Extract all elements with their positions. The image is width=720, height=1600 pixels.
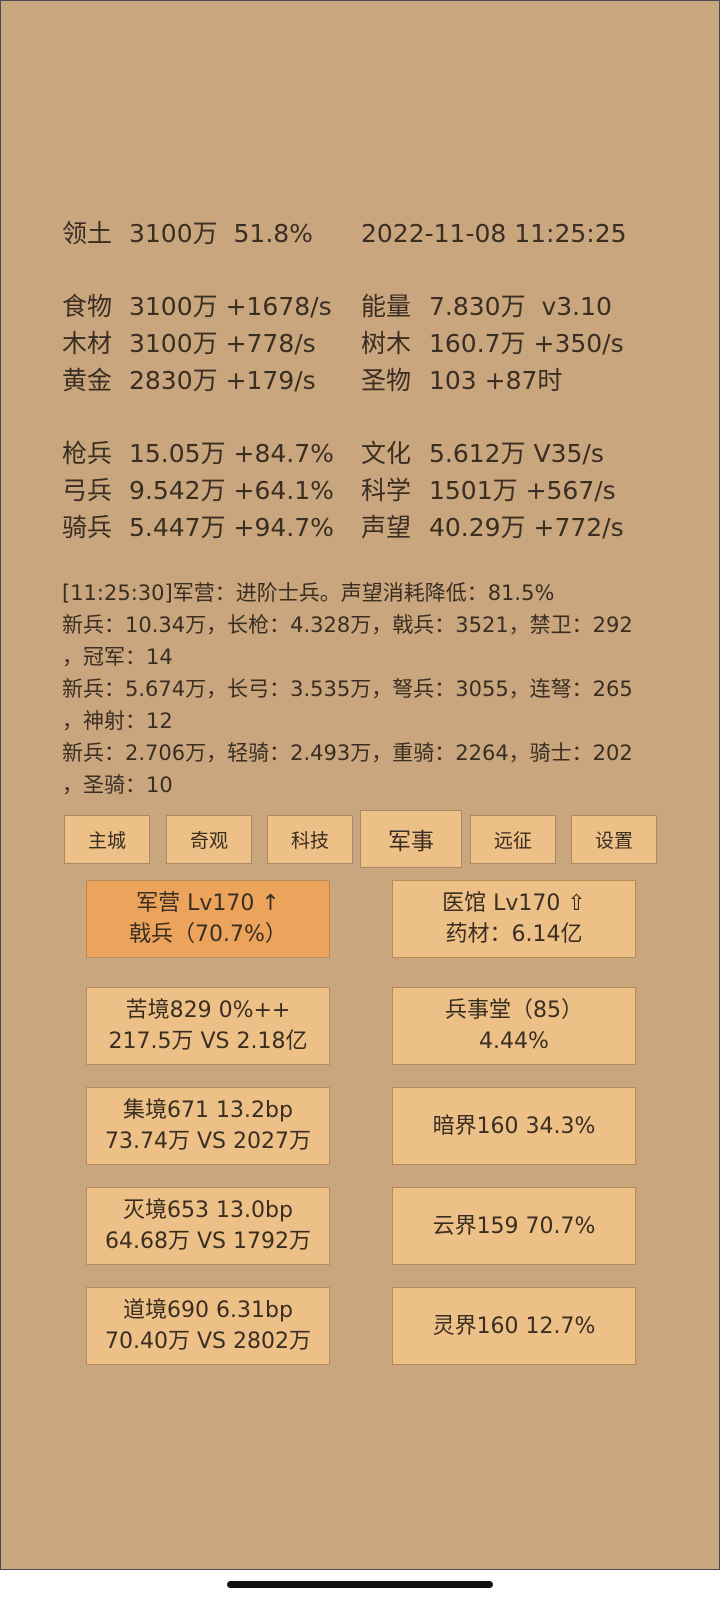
stat-label: 枪兵 — [62, 439, 113, 468]
stat-label: 能量 — [361, 292, 412, 321]
button-text: 64.68万 VS 1792万 — [105, 1229, 311, 1254]
building-button[interactable]: 苦境829 0%++ 217.5万 VS 2.18亿 — [86, 987, 330, 1065]
stat-label: 文化 — [361, 439, 412, 468]
button-text: 兵事堂（85） — [445, 998, 583, 1023]
button-text: 70.40万 VS 2802万 — [105, 1329, 311, 1354]
tab-button[interactable]: 设置 — [571, 815, 657, 864]
button-text: 217.5万 VS 2.18亿 — [108, 1029, 308, 1054]
building-button[interactable]: 兵事堂（85） 4.44% — [392, 987, 636, 1065]
button-text: 云界159 70.7% — [432, 1213, 596, 1239]
button-text: 暗界160 34.3% — [432, 1113, 596, 1139]
tab-button[interactable]: 奇观 — [166, 815, 252, 864]
log-line: 新兵：10.34万，长枪：4.328万，戟兵：3521，禁卫：292 — [62, 613, 633, 637]
stat-label: 黄金 — [62, 366, 113, 395]
stat-value: 103 +87时 — [429, 366, 563, 395]
stat-label: 木材 — [62, 329, 113, 358]
stat-label: 领土 — [62, 219, 113, 248]
stat-value: 2830万 +179/s — [129, 366, 316, 395]
stat-label: 圣物 — [361, 366, 412, 395]
building-button[interactable]: 灵界160 12.7% — [392, 1287, 636, 1365]
button-text: 医馆 Lv170 ⇧ — [442, 891, 586, 916]
building-button[interactable]: 道境690 6.31bp 70.40万 VS 2802万 — [86, 1287, 330, 1365]
log-line: ，冠军：14 — [62, 645, 173, 669]
button-text: 4.44% — [479, 1029, 549, 1054]
stat-value: 3100万 51.8% — [129, 219, 313, 248]
log-line: [11:25:30]军营：进阶士兵。声望消耗降低：81.5% — [62, 581, 555, 605]
tab-button[interactable]: 主城 — [64, 815, 150, 864]
button-text: 苦境829 0%++ — [125, 998, 291, 1023]
log-line: ，圣骑：10 — [62, 773, 173, 797]
stat-label: 骑兵 — [62, 513, 113, 542]
button-text: 集境671 13.2bp — [123, 1098, 293, 1123]
building-button[interactable]: 暗界160 34.3% — [392, 1087, 636, 1165]
stat-label: 食物 — [62, 292, 113, 321]
stat-value: 3100万 +1678/s — [129, 292, 332, 321]
stat-label: 声望 — [361, 513, 412, 542]
button-text: 药材：6.14亿 — [445, 922, 583, 947]
stat-label: 树木 — [361, 329, 412, 358]
stat-value: 160.7万 +350/s — [429, 329, 624, 358]
stat-value: 5.447万 +94.7% — [129, 513, 334, 542]
stat-value: 15.05万 +84.7% — [129, 439, 334, 468]
stat-value: 40.29万 +772/s — [429, 513, 624, 542]
button-text: 灭境653 13.0bp — [123, 1198, 293, 1223]
stat-value: 9.542万 +64.1% — [129, 476, 334, 505]
stat-value: 3100万 +778/s — [129, 329, 316, 358]
button-text: 道境690 6.31bp — [123, 1298, 293, 1323]
tab-button[interactable]: 军事 — [360, 810, 462, 868]
log-line: ，神射：12 — [62, 709, 173, 733]
building-button[interactable]: 灭境653 13.0bp 64.68万 VS 1792万 — [86, 1187, 330, 1265]
building-button[interactable]: 云界159 70.7% — [392, 1187, 636, 1265]
log-line: 新兵：2.706万，轻骑：2.493万，重骑：2264，骑士：202 — [62, 741, 633, 765]
stat-label: 弓兵 — [62, 476, 113, 505]
home-indicator — [227, 1581, 493, 1588]
button-text: 73.74万 VS 2027万 — [105, 1129, 311, 1154]
button-text: 灵界160 12.7% — [432, 1313, 596, 1339]
button-text: 军营 Lv170 ↑ — [136, 891, 280, 916]
building-button[interactable]: 军营 Lv170 ↑ 戟兵（70.7%） — [86, 880, 330, 958]
stat-value: 1501万 +567/s — [429, 476, 616, 505]
building-button[interactable]: 集境671 13.2bp 73.74万 VS 2027万 — [86, 1087, 330, 1165]
button-text: 戟兵（70.7%） — [129, 922, 287, 947]
tab-button[interactable]: 科技 — [267, 815, 353, 864]
log-line: 新兵：5.674万，长弓：3.535万，弩兵：3055，连弩：265 — [62, 677, 633, 701]
stat-value: 5.612万 V35/s — [429, 439, 604, 468]
stat-value: 7.830万 v3.10 — [429, 292, 612, 321]
tab-button[interactable]: 远征 — [470, 815, 556, 864]
stat-label: 科学 — [361, 476, 412, 505]
building-button[interactable]: 医馆 Lv170 ⇧ 药材：6.14亿 — [392, 880, 636, 958]
datetime: 2022-11-08 11:25:25 — [361, 219, 627, 248]
